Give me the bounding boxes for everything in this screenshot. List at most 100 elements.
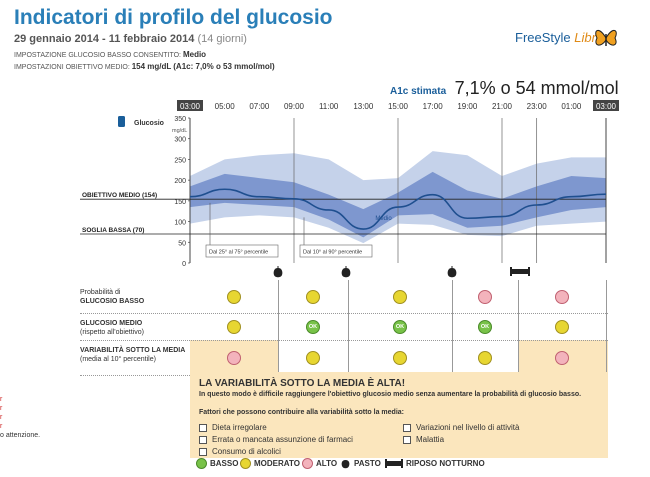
- table-column-rule: [278, 280, 279, 372]
- risk-indicator-ok: OK: [393, 319, 407, 334]
- low-setting: IMPOSTAZIONE GLUCOSIO BASSO CONSENTITO: …: [14, 50, 206, 59]
- low-setting-label: IMPOSTAZIONE GLUCOSIO BASSO CONSENTITO:: [14, 52, 181, 59]
- moderato-dot-icon: [240, 458, 251, 469]
- table-column-rule: [606, 280, 607, 372]
- callout-box: [205, 244, 279, 258]
- hour-label: 23:00: [527, 102, 548, 111]
- factor-checkbox[interactable]: [403, 435, 411, 444]
- hour-axis: 03:00 05:00 07:00 09:00 11:00 13:00 15:00 17:00…: [177, 100, 619, 111]
- bed-icon: [510, 267, 530, 276]
- hour-label: 03:00: [180, 102, 201, 111]
- factor-item: Errata o mancata assunzione di farmaci: [199, 435, 353, 444]
- target-setting-label: IMPOSTAZIONI OBIETTIVO MEDIO:: [14, 64, 130, 71]
- unit-label: mg/dL: [172, 128, 187, 134]
- legend-riposo: RIPOSO NOTTURNO: [385, 458, 485, 468]
- table-column-rule: [518, 280, 519, 372]
- reference-lines: OBIETTIVO MEDIO (154) SOGLIA BASSA (70): [80, 192, 606, 235]
- risk-indicator-high: [555, 350, 569, 365]
- factor-checkbox[interactable]: [199, 435, 207, 444]
- meal-icon: [341, 460, 350, 469]
- target-setting: IMPOSTAZIONI OBIETTIVO MEDIO: 154 mg/dL …: [14, 62, 275, 71]
- table-column-rule: [348, 280, 349, 372]
- warning-subtitle: In questo modo è difficile raggiungere l…: [199, 391, 582, 398]
- risk-indicator-moderate: [555, 319, 569, 334]
- target-setting-extra: (A1c: 7,0% o 53 mmol/mol): [173, 62, 275, 71]
- meter-icon: [118, 116, 125, 127]
- brand-text: FreeStyle: [515, 30, 571, 45]
- warning-box: [190, 372, 608, 458]
- hour-label: 09:00: [284, 102, 305, 111]
- callout-iqr: Dal 25° al 75° percentile: [209, 250, 268, 256]
- risk-row-label: VARIABILITÀ SOTTO LA MEDIA (media al 10° …: [80, 347, 186, 363]
- warning-title: LA VARIABILITÀ SOTTO LA MEDIA È ALTA!: [199, 378, 406, 389]
- y-tick-label: 350: [174, 116, 186, 123]
- alto-dot-icon: [302, 458, 313, 469]
- date-range: 29 gennaio 2014 - 11 febbraio 2014 (14 g…: [14, 33, 247, 45]
- risk-indicator-moderate: [393, 289, 407, 304]
- basso-dot-icon: [196, 458, 207, 469]
- glucose-chart: 03:00 05:00 07:00 09:00 11:00 13:00 15:00 17:00…: [80, 100, 619, 268]
- risk-row-label: GLUCOSIO MEDIO (rispetto all'obiettivo): [80, 320, 144, 336]
- page-title: Indicatori di profilo del glucosio: [14, 6, 333, 29]
- median-series: Medio: [189, 188, 607, 230]
- meal-icon: [273, 266, 283, 278]
- factors-heading: Fattori che possono contribuire alla var…: [199, 409, 404, 416]
- median-line: [189, 188, 607, 230]
- legend-basso: BASSO: [196, 458, 238, 469]
- chart-grid: [189, 118, 607, 263]
- risk-indicator-ok: OK: [478, 319, 492, 334]
- legend-alto: ALTO: [302, 458, 337, 469]
- a1c-value: 7,1% o 54 mmol/mol: [454, 78, 619, 98]
- y-tick-label: 300: [174, 137, 186, 144]
- factor-item: Malattia: [403, 435, 444, 444]
- hour-tag: [593, 100, 619, 111]
- hour-label: 21:00: [492, 102, 513, 111]
- y-tick-label: 50: [178, 240, 186, 247]
- y-tick-label: 200: [174, 178, 186, 185]
- factor-item: Variazioni nel livello di attività: [403, 423, 519, 432]
- hour-label: 13:00: [353, 102, 374, 111]
- hour-label: 19:00: [457, 102, 478, 111]
- meal-icon: [341, 266, 351, 278]
- risk-row-label: Probabilità di GLUCOSIO BASSO: [80, 289, 145, 305]
- risk-indicator-moderate: [478, 350, 492, 365]
- median-label: Medio: [375, 216, 392, 222]
- butterfly-icon: [595, 30, 617, 46]
- hour-label: 11:00: [319, 102, 339, 111]
- bed-icon: [385, 459, 403, 468]
- callout-box: [299, 244, 373, 258]
- glucose-label: Glucosio: [134, 120, 164, 127]
- factor-checkbox[interactable]: [199, 447, 207, 456]
- y-tick-label: 250: [174, 157, 186, 164]
- risk-indicator-high: [227, 350, 241, 365]
- risk-indicator-moderate: [393, 350, 407, 365]
- y-tick-label: 150: [174, 199, 186, 206]
- reference-label: OBIETTIVO MEDIO (154): [82, 192, 157, 199]
- factor-checkbox[interactable]: [403, 423, 411, 432]
- factor-item: Consumo di alcolici: [199, 447, 281, 456]
- risk-indicator-moderate: [227, 289, 241, 304]
- risk-indicator-high: [555, 289, 569, 304]
- risk-indicator-moderate: [306, 350, 320, 365]
- legend-pasto: PASTO: [340, 458, 381, 469]
- date-range-text: 29 gennaio 2014 - 11 febbraio 2014: [14, 33, 195, 45]
- callout-10-90: Dal 10° al 90° percentile: [303, 250, 362, 256]
- hour-tag: [177, 100, 203, 111]
- factor-item: Dieta irregolare: [199, 423, 267, 432]
- hour-label: 03:00: [596, 102, 617, 111]
- low-setting-value: Medio: [182, 50, 207, 59]
- risk-indicator-ok: OK: [306, 319, 320, 334]
- hour-label: 01:00: [561, 102, 582, 111]
- legend-moderato: MODERATO: [240, 458, 300, 469]
- risk-indicator-high: [478, 289, 492, 304]
- hour-label: 05:00: [215, 102, 236, 111]
- factor-checkbox[interactable]: [199, 423, 207, 432]
- meal-icon: [447, 266, 457, 278]
- table-column-rule: [452, 280, 453, 372]
- percentile-callouts: Dal 25° al 75° percentile Dal 10° al 90° …: [205, 202, 373, 258]
- table-rule: [80, 313, 608, 314]
- a1c-label: A1c stimata: [390, 86, 447, 97]
- hour-label: 07:00: [249, 102, 270, 111]
- risk-indicator-moderate: [227, 319, 241, 334]
- y-tick-label: 100: [174, 220, 186, 227]
